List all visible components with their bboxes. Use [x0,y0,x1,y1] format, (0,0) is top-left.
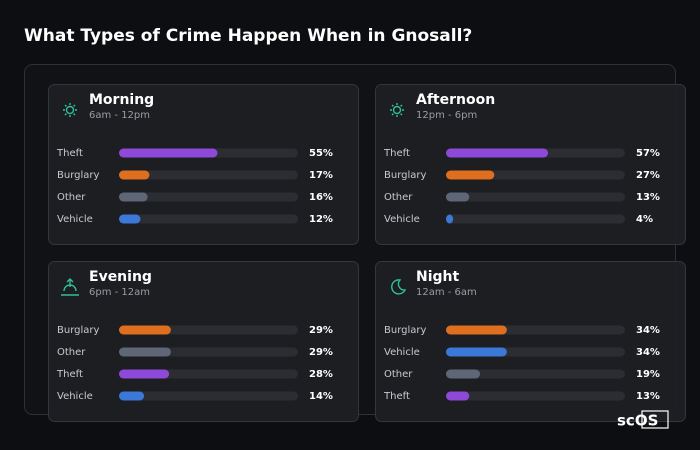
category-label: Vehicle [57,214,93,225]
logo: scOS [617,412,658,430]
panel [48,261,359,422]
bar [446,192,470,202]
category-label: Theft [383,391,410,402]
bar-track [446,369,625,379]
category-label: Vehicle [384,214,420,225]
category-label: Theft [383,148,410,159]
bar [446,369,481,379]
value-label: 17% [309,170,333,181]
logo-box [641,410,669,429]
category-label: Other [57,347,86,358]
category-label: Burglary [57,325,99,336]
bar [446,214,454,224]
value-label: 19% [636,369,660,380]
icon-sun [63,103,77,117]
bar [446,170,495,180]
value-label: 13% [636,391,660,402]
page-title: What Types of Crime Happen When in Gnosa… [24,26,472,46]
category-label: Other [384,192,413,203]
bar-track [119,192,298,202]
category-label: Burglary [384,325,426,336]
category-label: Vehicle [384,347,420,358]
panel-title: Night [416,269,460,285]
panel-title: Morning [89,92,154,108]
bar [119,192,148,202]
value-label: 27% [636,170,660,181]
bar-track [446,192,625,202]
panel [48,84,359,245]
category-label: Other [57,192,86,203]
panels: Morning 6am - 12pm Theft 55% Burglary 17% Othe… [48,84,686,422]
bar [119,391,145,401]
value-label: 12% [309,214,333,225]
panel-subtitle: 6pm - 12am [89,287,150,298]
category-label: Theft [56,148,83,159]
bar-track [119,391,298,401]
panel-title: Evening [89,269,152,285]
value-label: 29% [309,325,333,336]
bar [446,148,549,158]
bar [119,369,170,379]
panel [375,84,686,245]
bar [446,391,470,401]
value-label: 16% [309,192,333,203]
panel-title: Afternoon [416,92,495,108]
value-label: 13% [636,192,660,203]
panel-subtitle: 12pm - 6pm [416,110,477,121]
panel-subtitle: 12am - 6am [416,287,477,298]
bar [119,148,218,158]
bar-track [119,170,298,180]
category-label: Burglary [57,170,99,181]
value-label: 29% [309,347,333,358]
category-label: Burglary [384,170,426,181]
icon-sun [390,103,404,117]
category-label: Vehicle [57,391,93,402]
value-label: 34% [636,347,660,358]
bar-track [446,214,625,224]
bar [119,325,171,335]
icon-moon [391,279,407,295]
panel [375,261,686,422]
icon-sunset [61,278,79,296]
bar [119,347,171,357]
bar-track [446,391,625,401]
category-label: Other [384,369,413,380]
bar [446,325,507,335]
value-label: 55% [309,148,333,159]
category-label: Theft [56,369,83,380]
bar-track [119,214,298,224]
value-label: 34% [636,325,660,336]
value-label: 14% [309,391,333,402]
bar [119,170,150,180]
value-label: 4% [636,214,653,225]
panel-subtitle: 6am - 12pm [89,110,150,121]
bar [119,214,141,224]
bar [446,347,507,357]
value-label: 28% [309,369,333,380]
value-label: 57% [636,148,660,159]
